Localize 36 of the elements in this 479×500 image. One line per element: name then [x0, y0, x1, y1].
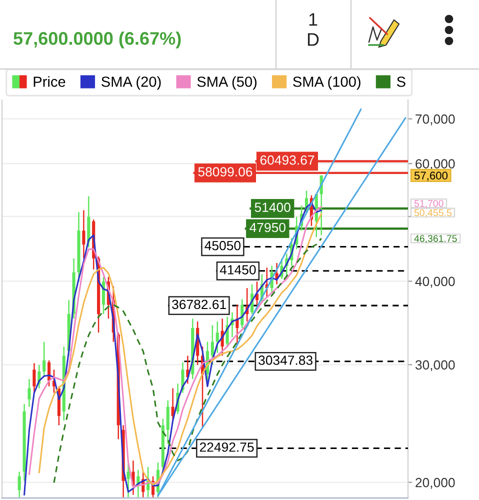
candlestick [166, 400, 170, 444]
ref-line-label: 41450 [220, 265, 256, 274]
candlestick [42, 341, 46, 378]
y-tick-label: 20,000 [416, 478, 455, 489]
ref-line-label: 36782.61 [172, 300, 226, 310]
ref-line-label: 47950 [250, 222, 286, 232]
legend-label: SMA (20) [102, 76, 161, 90]
candlestick [102, 276, 106, 315]
text: 46,361.75 [414, 235, 457, 244]
candlestick [32, 362, 36, 394]
candlestick [126, 464, 130, 498]
text: 1 D [308, 13, 319, 46]
y-tick-label: 70,000 [416, 114, 455, 126]
ref-line-label: 58099.06 [198, 167, 252, 176]
text: 50,455.5 [414, 209, 452, 218]
text: 51,700 [414, 200, 444, 208]
legend-label: SMA (50) [197, 76, 257, 90]
candlestick [210, 324, 214, 366]
y-tick-label: 60,000 [416, 159, 455, 170]
y-tick-label: 40,000 [415, 276, 455, 288]
annotation: 57,600 [414, 172, 448, 181]
ref-line-label: 22492.75 [200, 442, 254, 452]
ref-line-label: 45050 [204, 240, 241, 250]
legend-label: Price [34, 76, 66, 87]
candlestick [18, 471, 21, 498]
chart-subtitle: 57,600.0000 (6.67%) [14, 32, 181, 48]
ref-line-label: 30347.83 [258, 356, 312, 365]
ref-line-label: 60493.67 [260, 155, 314, 165]
legend-label: SMA (100) [293, 76, 360, 90]
candlestick [226, 316, 229, 348]
y-tick-label: 30,000 [415, 360, 455, 372]
candlestick [216, 320, 219, 354]
candlestick [28, 378, 31, 408]
ref-line-label: 51400 [254, 202, 290, 212]
candlestick [82, 210, 86, 260]
legend-label: S [396, 76, 406, 87]
